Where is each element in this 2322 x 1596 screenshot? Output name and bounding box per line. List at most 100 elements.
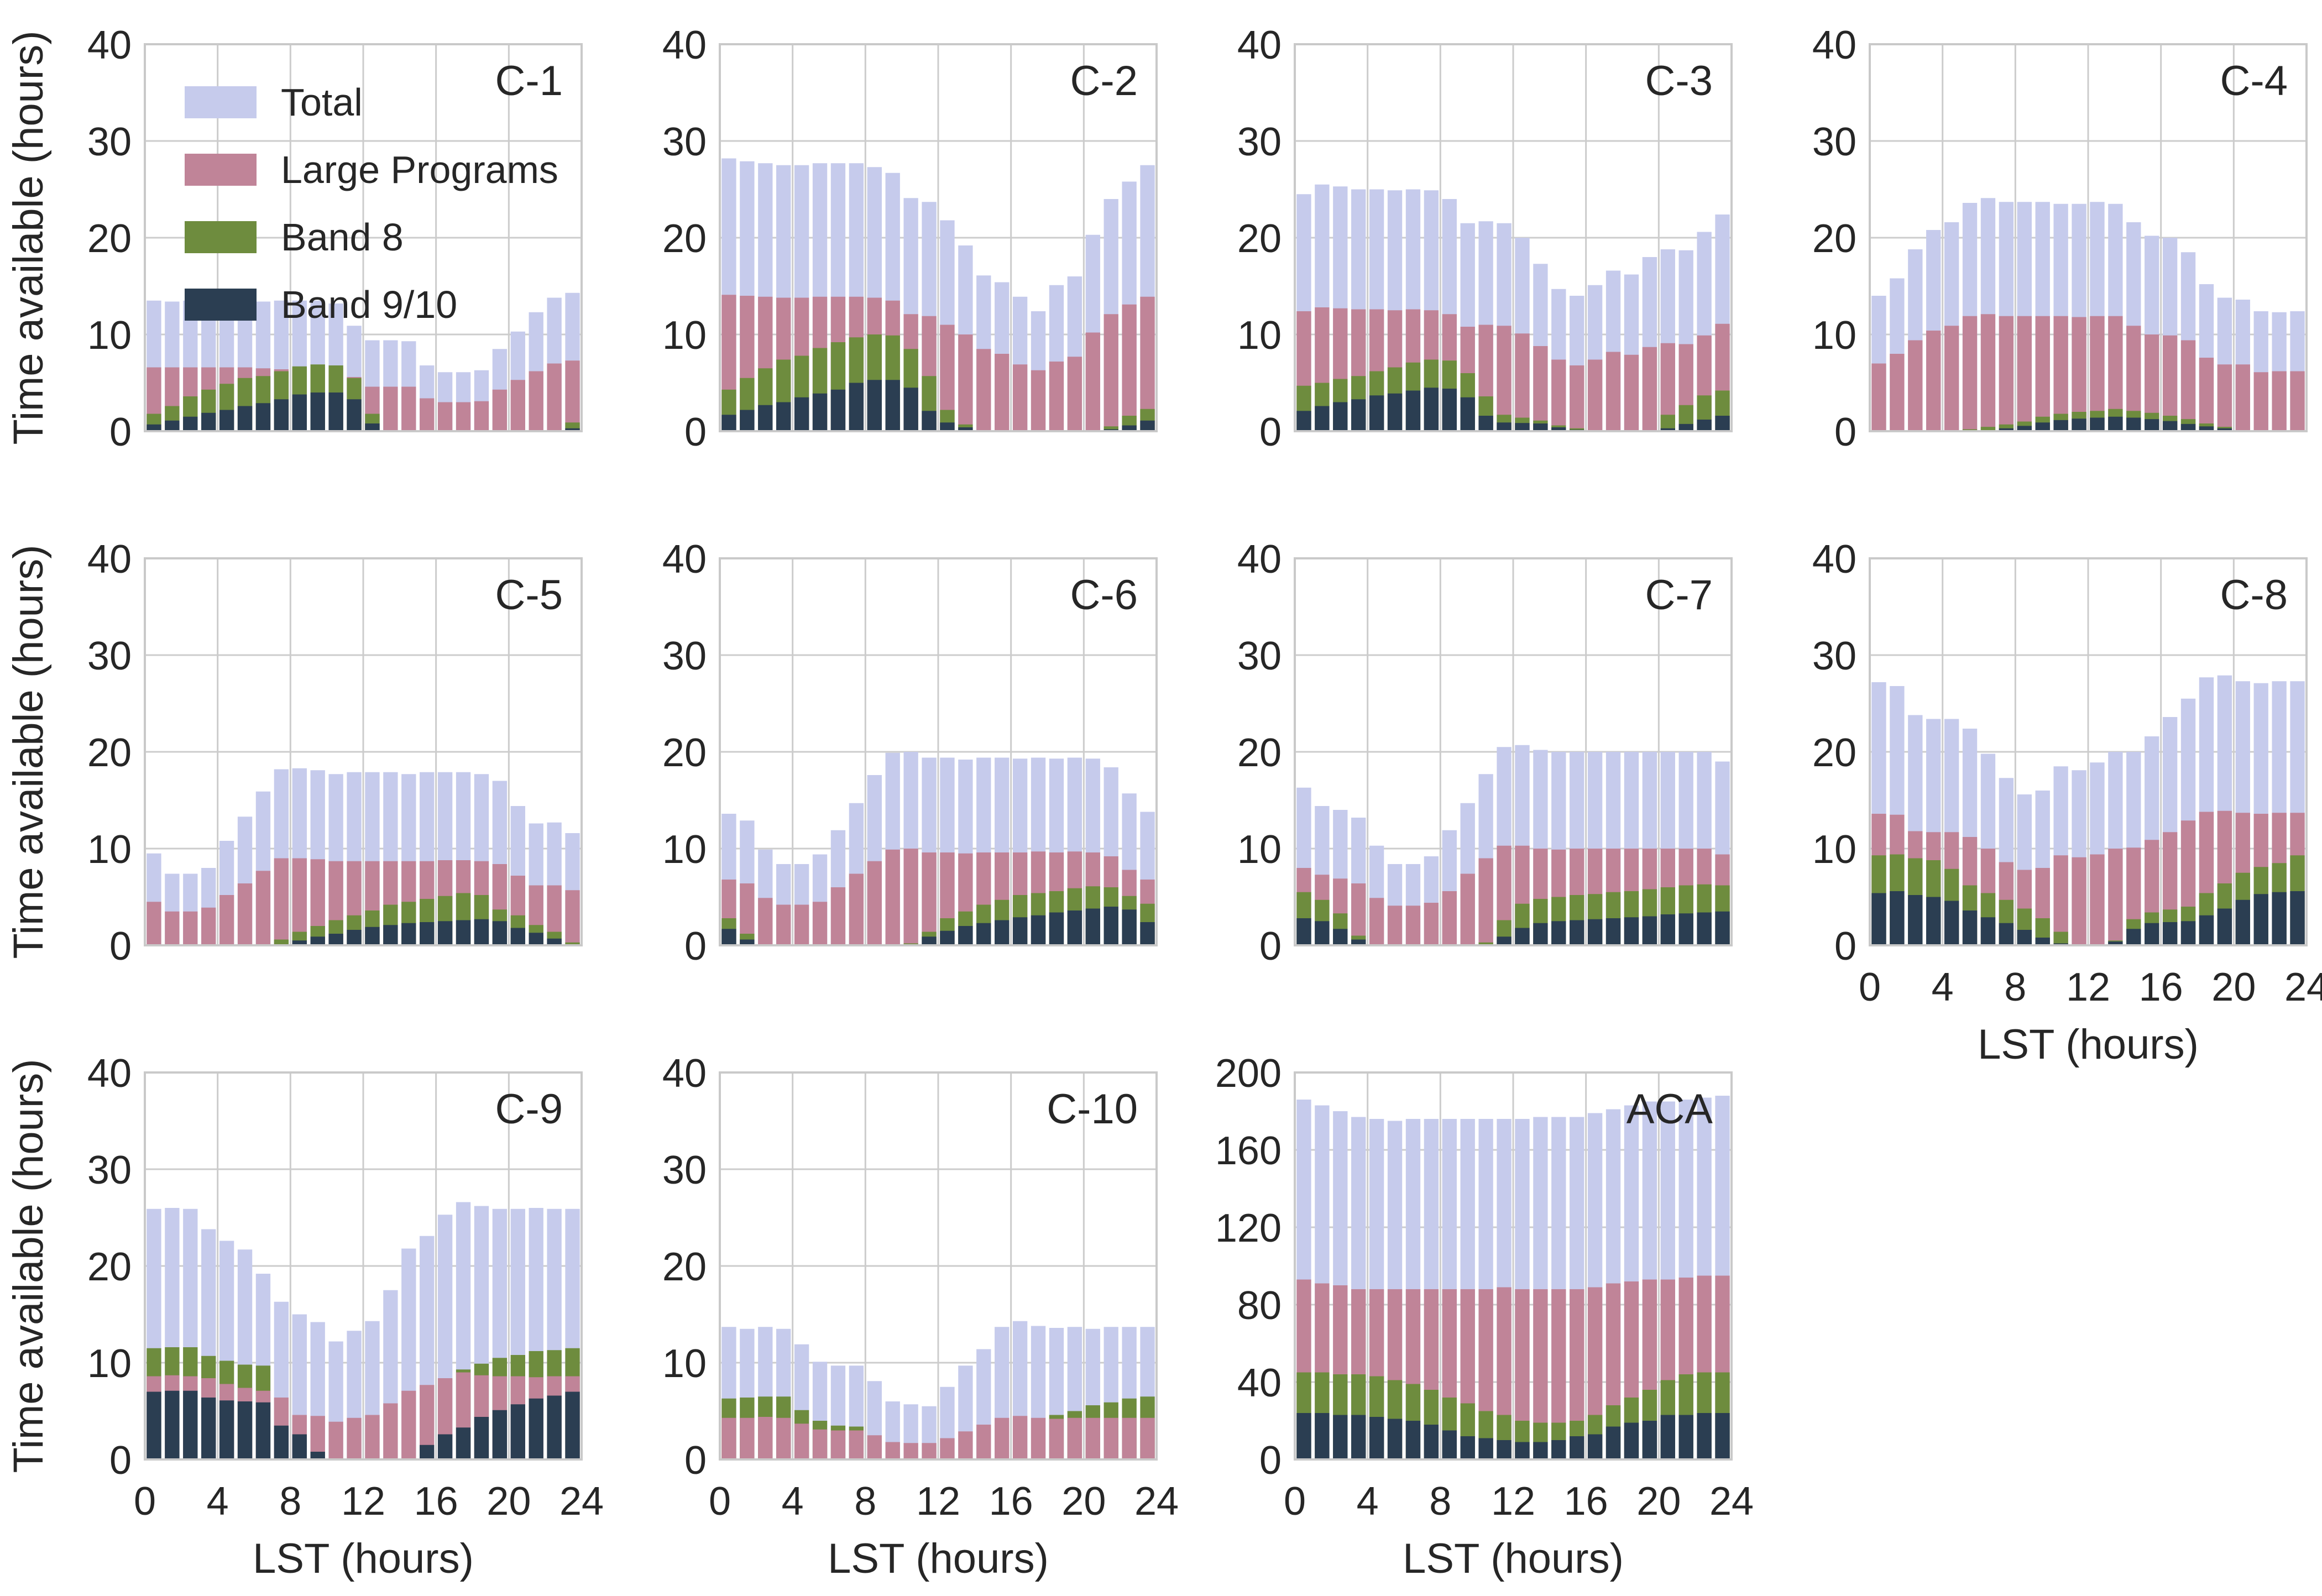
bar-band9_10-h10: [1478, 1438, 1493, 1459]
x-tick-label: 4: [207, 1479, 229, 1524]
y-tick-label: 0: [1834, 924, 1856, 969]
bar-band9_10-h0: [1296, 1413, 1311, 1459]
bar-band9_10-h23: [565, 428, 580, 431]
y-tick-label: 30: [662, 634, 707, 678]
bar-band9_10-h1: [1315, 1413, 1330, 1459]
panel-title-ACA: ACA: [1627, 1086, 1713, 1133]
bar-band9_10-h8: [1442, 389, 1457, 431]
bar-band9_10-h2: [758, 405, 773, 431]
bar-band9_10-h12: [1515, 423, 1530, 431]
bar-band9_10-h7: [849, 383, 864, 431]
x-axis-label: LST (hours): [1978, 1021, 2199, 1068]
y-tick-label: 0: [109, 1438, 132, 1483]
bar-large-h22: [547, 363, 562, 431]
y-tick-label: 20: [1812, 731, 1856, 775]
bar-band9_10-h21: [529, 933, 543, 945]
x-tick-label: 16: [2139, 965, 2183, 1009]
bar-band9_10-h23: [1140, 420, 1155, 431]
y-tick-label: 20: [1237, 731, 1282, 775]
y-tick-label: 30: [1237, 634, 1282, 678]
bar-large-h13: [2108, 849, 2123, 945]
bar-band9_10-h22: [1697, 420, 1712, 431]
y-tick-label: 30: [1812, 634, 1856, 678]
bar-large-h17: [2180, 340, 2196, 431]
bar-band9_10-h14: [401, 923, 416, 945]
bar-large-h21: [1104, 1417, 1118, 1459]
plot-frame: [144, 557, 583, 946]
y-tick-label: 30: [662, 120, 707, 164]
bar-band9_10-h0: [1296, 918, 1311, 945]
bar-band8-h23: [565, 942, 580, 945]
bar-band9_10-h13: [383, 925, 398, 945]
bar-band9_10-h22: [1697, 1413, 1712, 1459]
bar-large-h21: [529, 371, 543, 431]
bar-band9_10-h4: [1944, 901, 1959, 945]
bar-band9_10-h7: [274, 399, 289, 431]
panel-title-C-7: C-7: [1645, 572, 1713, 619]
legend: Total Large Programs Band 8 Band 9/10: [185, 83, 558, 324]
bar-band9_10-h2: [183, 1390, 198, 1459]
plot-frame: [719, 557, 1158, 946]
bar-band9_10-h15: [1570, 1436, 1584, 1459]
bar-band9_10-h23: [1140, 922, 1155, 945]
bar-band9_10-h2: [1333, 929, 1348, 945]
x-tick-label: 24: [1709, 1479, 1754, 1524]
y-tick-label: 160: [1215, 1129, 1282, 1173]
bar-large-h20: [1085, 332, 1100, 431]
y-tick-label: 10: [662, 828, 707, 872]
bar-band9_10-h15: [995, 920, 1010, 945]
bar-band9_10-h13: [1533, 423, 1548, 431]
bar-band9_10-h6: [1405, 390, 1421, 431]
bar-band9_10-h19: [492, 921, 508, 945]
y-tick-label: 40: [662, 23, 707, 67]
bar-band9_10-h14: [2126, 417, 2141, 431]
bar-large-h21: [1104, 314, 1118, 431]
bar-large-h7: [1424, 903, 1439, 945]
bar-large-h1: [740, 1417, 755, 1459]
panel-title-C-9: C-9: [495, 1086, 563, 1133]
bar-band9_10-h3: [201, 412, 216, 431]
bar-band9_10-h18: [2199, 426, 2214, 431]
x-tick-label: 0: [1859, 965, 1881, 1009]
bar-band9_10-h21: [1678, 423, 1693, 431]
bar-band9_10-h2: [183, 416, 198, 431]
x-tick-label: 8: [854, 1479, 876, 1524]
bar-band8-h7: [274, 939, 289, 945]
bar-large-h10: [903, 849, 918, 945]
bar-band9_10-h2: [1908, 895, 1923, 945]
bar-large-h11: [2072, 857, 2086, 945]
bar-band8-h6: [1980, 427, 1996, 431]
x-tick-label: 8: [1429, 1479, 1451, 1524]
bar-large-h9: [2035, 316, 2050, 431]
panel-C-5: 0 10 20 30 40 Time available (hours) C-5: [5, 537, 583, 969]
bar-band9_10-h20: [1660, 1415, 1675, 1459]
bar-band9_10-h3: [1926, 897, 1941, 945]
panel-C-9: 0 10 20 30 40 0 4 8 12 16 20 24 LST (hours) Time avai…: [5, 1051, 604, 1582]
bar-band9_10-h9: [2035, 422, 2050, 431]
bar-large-h4: [1369, 898, 1384, 945]
bar-band9_10-h2: [1333, 1415, 1348, 1459]
bar-large-h18: [1049, 362, 1064, 431]
bar-large-h20: [2235, 364, 2250, 431]
bar-large-h21: [2253, 372, 2268, 431]
bar-band9_10-h19: [2217, 908, 2232, 945]
bar-band9_10-h11: [347, 930, 362, 945]
y-tick-label: 10: [662, 313, 707, 358]
bar-band9_10-h20: [510, 1404, 525, 1459]
bar-large-h7: [849, 873, 864, 945]
bar-band9_10-h8: [292, 1434, 307, 1459]
bar-band9_10-h3: [776, 402, 791, 431]
x-axis-label: LST (hours): [253, 1535, 474, 1582]
bar-large-h12: [2090, 854, 2105, 945]
y-tick-label: 10: [1237, 313, 1282, 358]
bar-band9_10-h15: [2145, 923, 2159, 945]
bar-band9_10-h12: [1515, 928, 1530, 945]
bar-band9_10-h23: [565, 1391, 580, 1459]
bar-large-h2: [758, 1417, 773, 1459]
bar-band9_10-h19: [1067, 910, 1082, 945]
bar-band8-h10: [1478, 942, 1493, 945]
bar-large-h6: [255, 871, 271, 945]
bar-large-h4: [794, 1424, 809, 1459]
bar-band9_10-h21: [529, 1398, 543, 1459]
